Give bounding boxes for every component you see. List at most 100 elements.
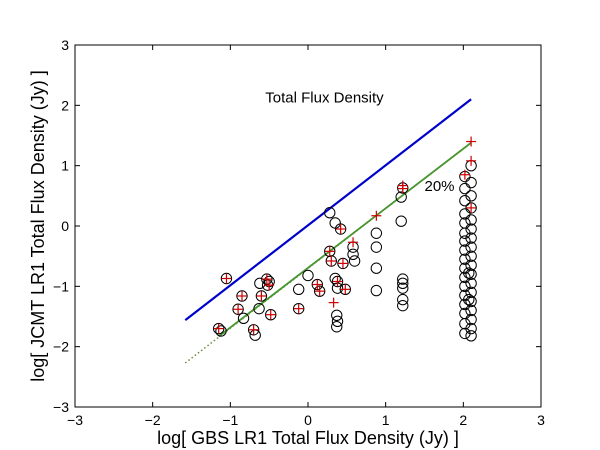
circle-marker — [463, 267, 475, 279]
circle-marker — [237, 312, 250, 325]
circle-marker — [292, 302, 305, 315]
circle-marker — [397, 277, 409, 290]
circle-marker — [397, 282, 409, 294]
circle-marker — [465, 259, 477, 271]
circle-marker — [212, 322, 225, 335]
plus-marker — [348, 237, 359, 248]
circle-marker — [325, 255, 337, 267]
plus-marker — [466, 136, 477, 147]
x-tick-label: 0 — [304, 412, 312, 428]
circle-marker — [324, 207, 336, 219]
plus-marker — [466, 202, 477, 213]
plus-marker — [459, 169, 470, 180]
circle-marker — [465, 223, 477, 235]
plus-marker — [324, 246, 335, 257]
circle-marker — [261, 273, 273, 285]
y-tick-label: 1 — [61, 158, 69, 174]
y-tick-label: 3 — [61, 37, 69, 53]
circle-marker — [370, 262, 383, 274]
circle-marker — [347, 248, 359, 261]
circle-marker — [459, 244, 471, 256]
plus-marker — [335, 224, 346, 235]
plus-marker — [326, 255, 337, 266]
circle-marker — [395, 215, 407, 227]
circle-marker — [459, 271, 471, 283]
circle-marker — [465, 190, 477, 202]
circle-marker — [465, 313, 477, 326]
circle-marker — [397, 299, 409, 312]
circle-marker — [331, 275, 344, 288]
x-tick-label: −3 — [67, 412, 83, 428]
plus-marker — [265, 309, 276, 320]
annotations: Total Flux Density 20% — [265, 89, 454, 195]
circle-marker — [220, 272, 233, 285]
circle-marker — [465, 295, 477, 308]
circle-marker — [247, 324, 260, 336]
circle-marker — [370, 227, 383, 239]
circle-marker — [329, 272, 341, 285]
plus-marker — [337, 258, 348, 269]
circle-marker — [292, 283, 305, 296]
y-axis-label: log[ JCMT LR1 Total Flux Density (Jy) ] — [28, 70, 48, 381]
annotation-percent: 20% — [425, 178, 455, 195]
circle-marker — [465, 268, 477, 280]
x-tick-label: 3 — [537, 412, 545, 428]
plus-marker — [340, 284, 351, 295]
y-tick-label: −3 — [53, 399, 69, 415]
x-tick-label: 1 — [382, 412, 390, 428]
circle-marker — [397, 273, 409, 285]
annotation-title: Total Flux Density — [265, 89, 384, 106]
plus-marker — [261, 274, 272, 285]
plus-marker — [233, 304, 244, 315]
circle-marker — [331, 315, 344, 328]
circle-marker — [236, 290, 248, 302]
circle-marker — [465, 250, 477, 262]
circle-marker — [311, 278, 324, 291]
circle-marker — [397, 293, 409, 306]
circle-marker — [329, 217, 341, 229]
circle-marker — [463, 293, 475, 306]
y-tick-label: −2 — [53, 339, 69, 355]
plus-marker — [264, 280, 275, 291]
circle-marker — [331, 309, 343, 321]
x-tick-label: 2 — [459, 412, 467, 428]
y-tick-label: 2 — [61, 97, 69, 113]
plus-marker — [256, 290, 267, 301]
plus-marker — [371, 210, 382, 221]
plus-marker — [293, 303, 304, 314]
circle-marker — [465, 176, 477, 189]
data-markers — [212, 136, 477, 342]
circle-marker — [265, 308, 277, 321]
circle-marker — [348, 255, 361, 267]
plus-marker — [236, 290, 247, 301]
circle-marker — [459, 235, 471, 247]
circle-marker — [370, 284, 383, 297]
circle-marker — [465, 232, 477, 244]
circle-marker — [459, 253, 471, 265]
plus-marker — [328, 297, 339, 308]
circle-marker — [334, 223, 347, 235]
plus-marker — [466, 155, 477, 166]
circle-marker — [459, 280, 471, 293]
plus-marker — [248, 324, 259, 335]
circle-marker — [370, 241, 383, 253]
circle-marker — [337, 257, 349, 270]
circle-marker — [255, 290, 268, 302]
circle-marker — [313, 285, 326, 297]
circle-marker — [232, 303, 244, 315]
fit-lines — [184, 98, 472, 364]
circle-marker — [459, 208, 471, 220]
x-axis-label: log[ GBS LR1 Total Flux Density (Jy) ] — [157, 428, 459, 448]
circle-marker — [465, 214, 477, 226]
axis-ticks: −3 −2 −1 0 1 2 3 −3 −2 −1 0 1 2 3 — [53, 37, 545, 428]
circle-marker — [465, 286, 477, 299]
circle-marker — [215, 325, 227, 337]
circle-marker — [302, 269, 314, 282]
plus-marker — [312, 279, 323, 290]
y-tick-label: −1 — [53, 278, 69, 294]
circle-marker — [395, 191, 407, 203]
circle-marker — [465, 304, 477, 317]
plus-marker — [332, 276, 343, 287]
circle-marker — [465, 202, 477, 214]
